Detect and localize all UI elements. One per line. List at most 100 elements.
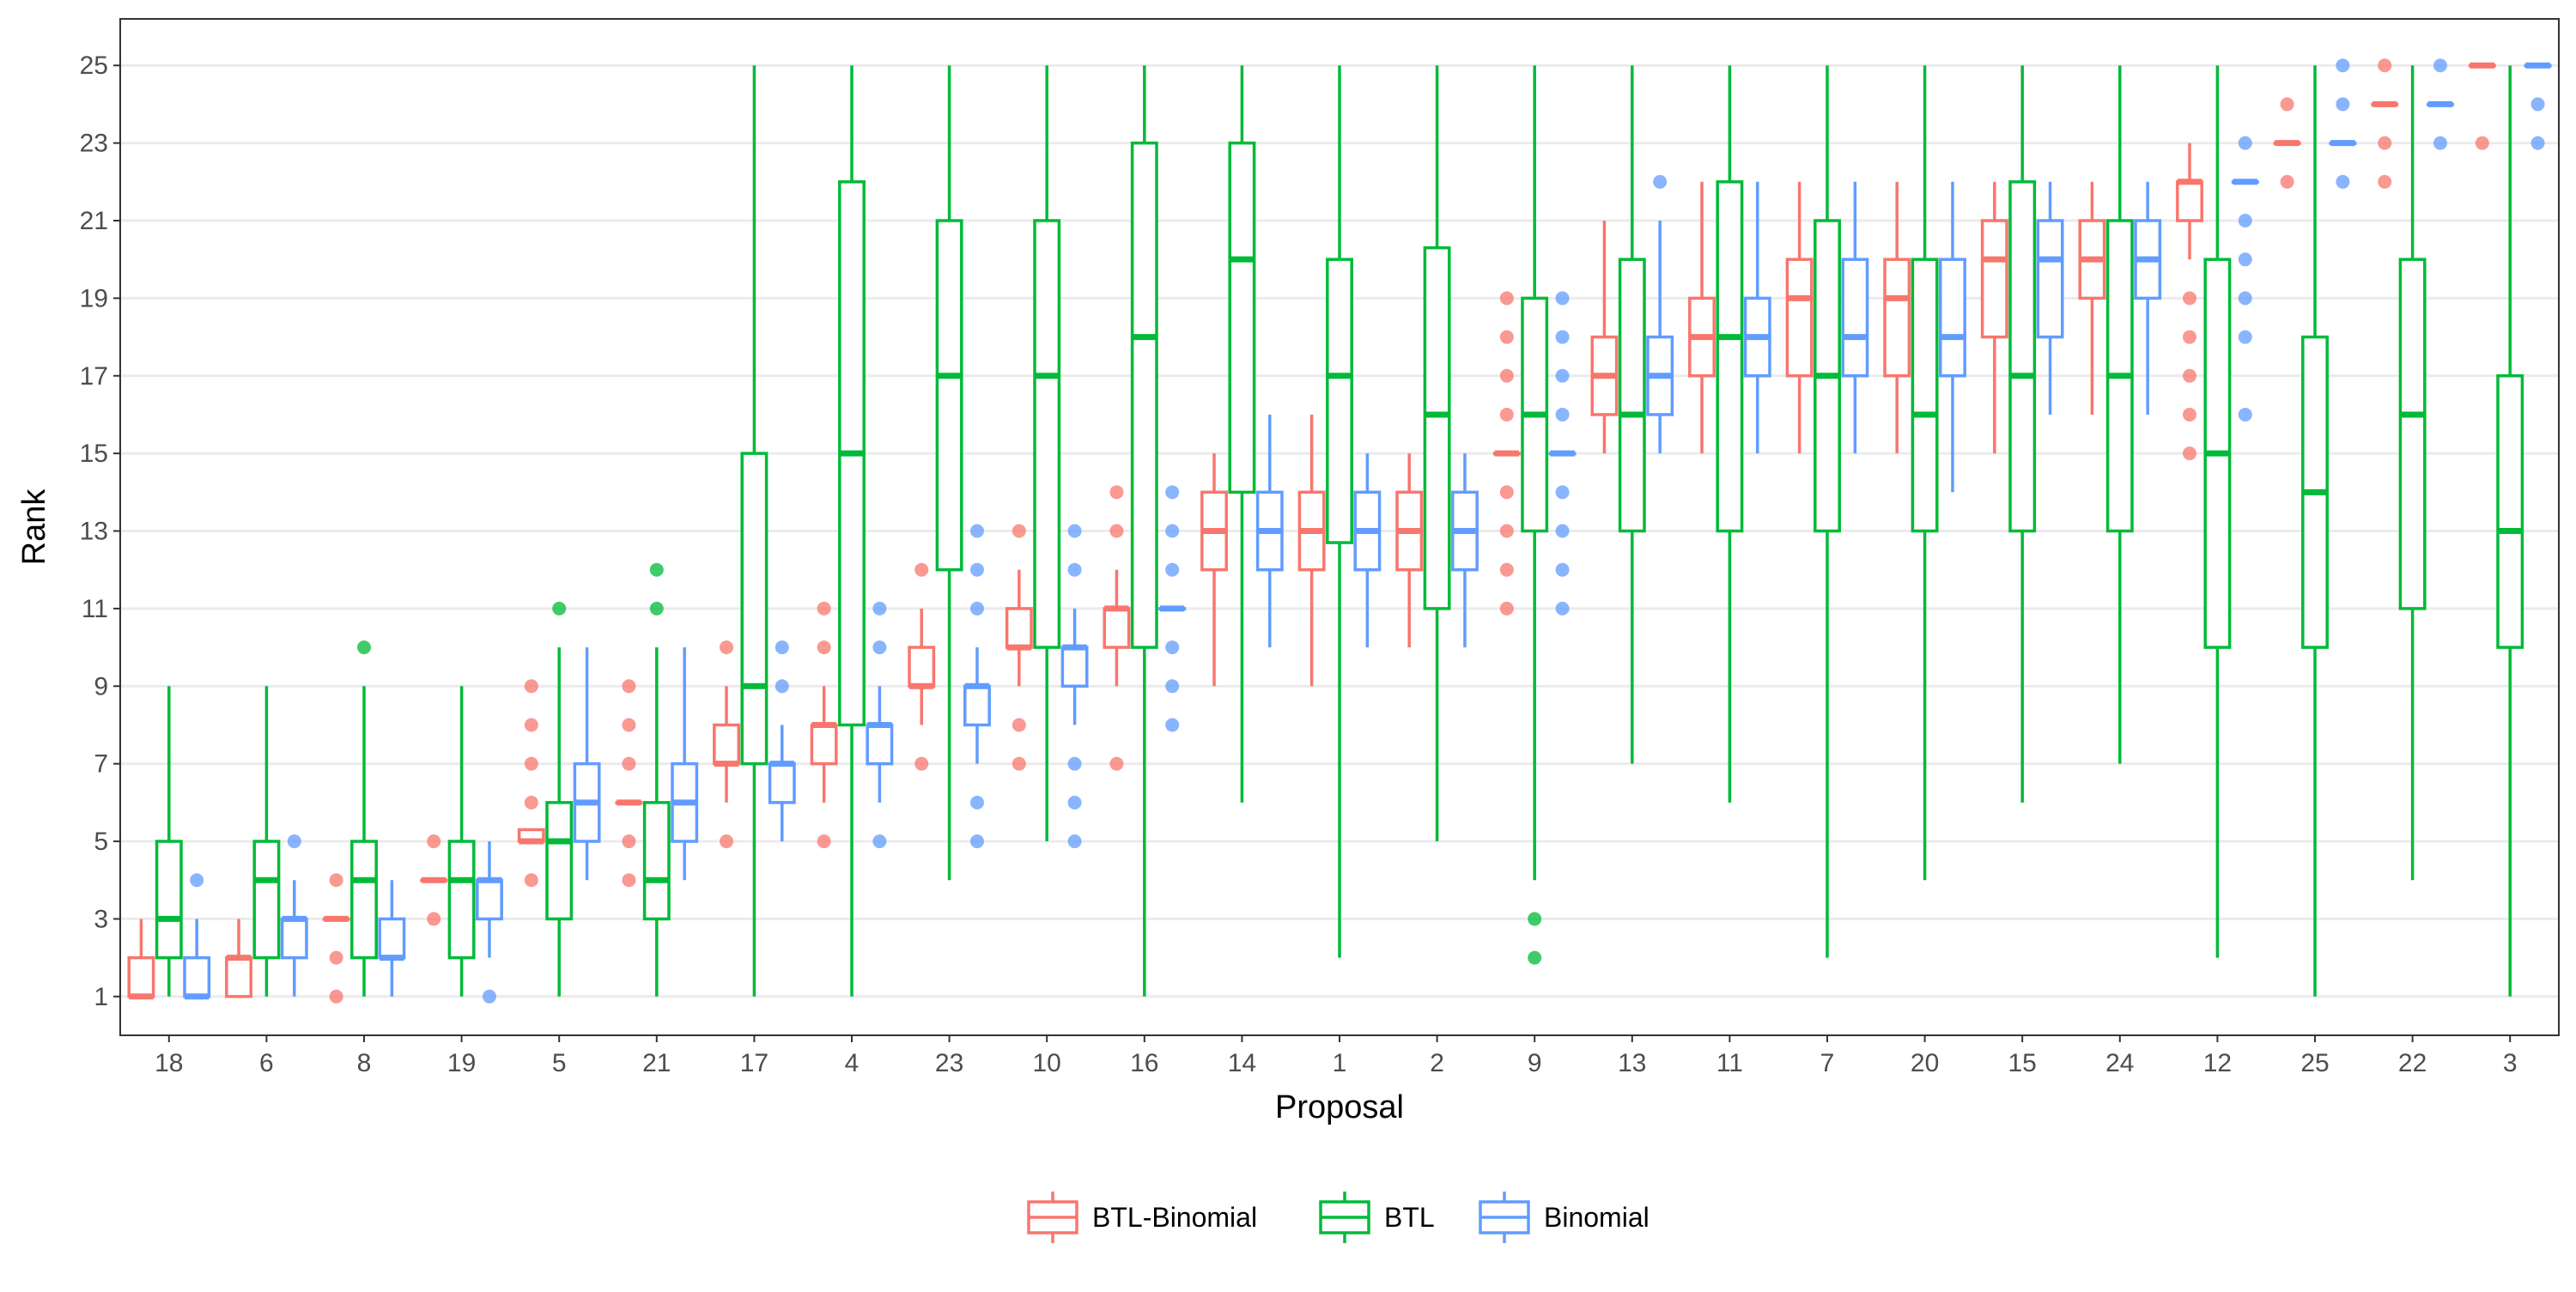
box-group xyxy=(1130,65,1158,997)
series-group xyxy=(127,58,2496,1004)
y-tick-label: 23 xyxy=(80,130,108,158)
box-group xyxy=(713,640,740,849)
box-group xyxy=(866,601,894,849)
box-group xyxy=(1980,181,2008,454)
outlier-point xyxy=(524,718,538,732)
outlier-point xyxy=(872,601,887,616)
y-tick-label: 1 xyxy=(94,983,108,1011)
box-group xyxy=(1255,414,1284,648)
outlier-point xyxy=(2238,213,2252,227)
box xyxy=(1060,646,1089,688)
outlier-point xyxy=(872,834,887,849)
plot-layer xyxy=(127,58,2552,1004)
outlier-point xyxy=(2378,58,2392,73)
outlier-point xyxy=(1499,407,1514,422)
outlier-point xyxy=(1555,485,1570,500)
outlier-point xyxy=(649,601,664,616)
outlier-point xyxy=(1555,562,1570,577)
box-group xyxy=(517,679,545,888)
box xyxy=(252,840,281,960)
box-group xyxy=(476,841,503,1004)
box-group xyxy=(908,562,936,771)
box-group xyxy=(1590,220,1619,454)
box-group xyxy=(1814,65,1841,958)
box-group xyxy=(838,65,866,997)
box-group xyxy=(963,524,991,849)
outlier-point xyxy=(524,873,538,888)
outlier-point xyxy=(2530,97,2545,112)
outlier-point xyxy=(1499,291,1514,306)
y-tick-label: 25 xyxy=(80,52,108,80)
box-group xyxy=(2203,65,2232,958)
outlier-point xyxy=(2280,97,2294,112)
box-group xyxy=(768,640,796,842)
outlier-point xyxy=(524,795,538,810)
y-tick-label: 11 xyxy=(82,595,108,623)
x-tick-label: 16 xyxy=(1130,1049,1158,1077)
outlier-point xyxy=(1109,524,1124,538)
box-group xyxy=(1618,65,1646,764)
outlier-point xyxy=(2433,136,2447,150)
outlier-point xyxy=(1653,174,1668,189)
x-tick-label: 11 xyxy=(1716,1049,1743,1077)
box xyxy=(2008,180,2037,533)
box xyxy=(545,801,574,921)
y-tick-label: 13 xyxy=(80,518,108,546)
outlier-point xyxy=(2336,174,2350,189)
outlier-point xyxy=(2238,136,2252,150)
box-group xyxy=(1060,524,1089,849)
box xyxy=(1130,141,1158,649)
outlier-point xyxy=(1555,524,1570,538)
x-tick-label: 15 xyxy=(2008,1049,2037,1077)
box-group xyxy=(2329,58,2357,189)
outlier-point xyxy=(1555,368,1570,383)
outlier-point xyxy=(622,718,636,732)
box-group xyxy=(573,647,601,881)
outlier-point xyxy=(329,873,343,888)
outlier-point xyxy=(1555,601,1570,616)
y-tick-label: 17 xyxy=(80,362,108,391)
x-tick-label: 23 xyxy=(935,1049,963,1077)
outlier-point xyxy=(329,989,343,1004)
x-axis-title: Proposal xyxy=(1275,1089,1404,1125)
box-group xyxy=(2078,181,2106,415)
outlier-point xyxy=(775,640,789,655)
box-group xyxy=(1743,181,1771,454)
box xyxy=(1228,141,1256,494)
x-tick-label: 4 xyxy=(845,1049,860,1077)
box xyxy=(642,801,671,921)
box-group xyxy=(1326,65,1353,958)
outlier-point xyxy=(1555,407,1570,422)
x-tick-label: 5 xyxy=(552,1049,567,1077)
x-tick-label: 17 xyxy=(740,1049,769,1077)
box-group xyxy=(127,919,155,1000)
box xyxy=(1005,607,1033,649)
outlier-point xyxy=(1067,562,1082,577)
y-axis-title: Rank xyxy=(16,488,52,566)
outlier-point xyxy=(1165,718,1180,732)
box-group xyxy=(155,686,183,997)
box-group xyxy=(2496,65,2524,997)
box-group xyxy=(1103,485,1131,771)
y-tick-label: 9 xyxy=(94,672,108,701)
outlier-point xyxy=(2378,136,2392,150)
outlier-point xyxy=(524,679,538,694)
outlier-point xyxy=(1067,795,1082,810)
box-group xyxy=(350,640,378,997)
outlier-point xyxy=(190,873,204,888)
y-tick-label: 7 xyxy=(94,750,108,779)
outlier-point xyxy=(1067,756,1082,771)
box xyxy=(768,761,796,804)
x-tick-label: 10 xyxy=(1033,1049,1061,1077)
box xyxy=(378,917,406,960)
outlier-point xyxy=(2530,136,2545,150)
box xyxy=(963,684,991,727)
box xyxy=(1033,219,1061,649)
y-tick-label: 3 xyxy=(94,905,108,933)
outlier-point xyxy=(2183,407,2197,422)
outlier-point xyxy=(1165,562,1180,577)
box-group xyxy=(545,601,574,997)
outlier-point xyxy=(427,834,441,849)
box xyxy=(810,723,838,766)
box xyxy=(2176,180,2203,222)
